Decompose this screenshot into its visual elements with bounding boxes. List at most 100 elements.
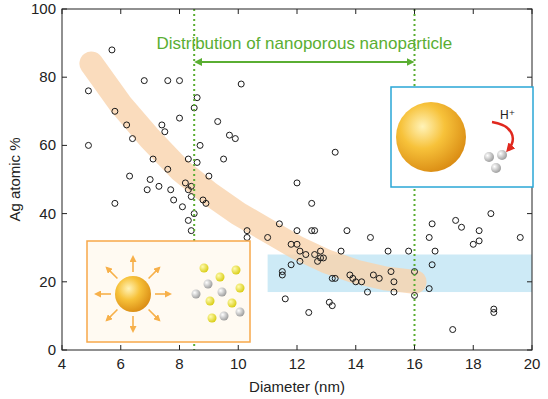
- x-tick-label: 18: [465, 355, 482, 372]
- inset-atom: [206, 297, 215, 306]
- inset-frame: [87, 241, 250, 342]
- point: [112, 200, 118, 206]
- x-tick: [238, 9, 239, 14]
- inset-arrow: [149, 268, 160, 279]
- x-tick-label: 4: [58, 355, 66, 372]
- y-tick: [62, 281, 67, 282]
- point: [112, 108, 118, 114]
- point: [282, 296, 288, 302]
- point: [391, 289, 397, 295]
- inset-dissolution: [87, 241, 250, 342]
- y-tick: [62, 9, 67, 10]
- x-tick: [62, 9, 63, 14]
- inset-atom: [218, 288, 227, 297]
- inset-atom: [208, 314, 217, 323]
- inset-arrow: [107, 310, 118, 321]
- inset-atom: [236, 284, 245, 293]
- plot-area: [85, 9, 532, 350]
- inset-atom: [236, 308, 245, 317]
- point: [279, 272, 285, 278]
- inset-arrow: [96, 293, 111, 295]
- point: [426, 286, 432, 292]
- point: [177, 115, 183, 121]
- point: [244, 234, 250, 240]
- inset-particle: [115, 276, 151, 312]
- point: [359, 279, 365, 285]
- point: [182, 180, 188, 186]
- point: [450, 327, 456, 333]
- point: [85, 142, 91, 148]
- point: [476, 228, 482, 234]
- point: [206, 173, 212, 179]
- point: [353, 279, 359, 285]
- point: [332, 275, 338, 281]
- x-tick: [179, 345, 180, 350]
- point: [179, 204, 185, 210]
- x-tick: [297, 345, 298, 350]
- annotation: Distribution of nanoporous nanoparticle: [156, 34, 452, 53]
- inset-atom: [216, 273, 225, 282]
- x-tick: [297, 9, 298, 14]
- inset-arrow: [132, 257, 134, 272]
- point: [312, 252, 318, 258]
- point: [177, 78, 183, 84]
- point: [491, 309, 497, 315]
- point: [309, 200, 315, 206]
- point: [238, 81, 244, 87]
- point: [517, 234, 523, 240]
- point: [488, 211, 494, 217]
- y-tick: [527, 350, 532, 351]
- y-tick-label: 60: [39, 136, 56, 153]
- inset-atom: [228, 299, 237, 308]
- x-tick: [120, 345, 121, 350]
- point: [221, 156, 227, 162]
- point: [244, 228, 250, 234]
- point: [344, 228, 350, 234]
- point: [312, 228, 318, 234]
- x-axis-label: Diameter (nm): [249, 378, 345, 395]
- point: [165, 78, 171, 84]
- point: [165, 166, 171, 172]
- point: [185, 217, 191, 223]
- point: [329, 303, 335, 309]
- point: [476, 238, 482, 244]
- plot-frame: [62, 9, 532, 350]
- point: [432, 248, 438, 254]
- x-tick: [179, 9, 180, 14]
- point: [294, 241, 300, 247]
- point: [168, 187, 174, 193]
- point: [365, 289, 371, 295]
- point: [288, 241, 294, 247]
- point: [429, 262, 435, 268]
- point: [297, 258, 303, 264]
- point: [226, 132, 232, 138]
- point: [294, 180, 300, 186]
- point: [406, 248, 412, 254]
- inset-arrow: [132, 316, 134, 331]
- point: [171, 197, 177, 203]
- inset-atom: [484, 152, 494, 162]
- point: [109, 47, 115, 53]
- point: [391, 279, 397, 285]
- point: [276, 221, 282, 227]
- point: [385, 248, 391, 254]
- x-tick-label: 14: [347, 355, 364, 372]
- point: [332, 149, 338, 155]
- point: [162, 129, 168, 135]
- y-tick-label: 100: [31, 0, 56, 17]
- x-tick-label: 16: [406, 355, 423, 372]
- y-tick: [62, 213, 67, 214]
- x-tick: [532, 9, 533, 14]
- inset-atom: [204, 280, 213, 289]
- point: [159, 122, 165, 128]
- point: [453, 217, 459, 223]
- point: [426, 234, 432, 240]
- y-tick: [527, 213, 532, 214]
- point: [85, 88, 91, 94]
- chart: Distribution of nanoporous nanoparticle 4…: [0, 0, 548, 399]
- point: [156, 183, 162, 189]
- point: [141, 78, 147, 84]
- x-tick: [355, 9, 356, 14]
- inset-acid: H⁺: [391, 87, 533, 187]
- point: [303, 252, 309, 258]
